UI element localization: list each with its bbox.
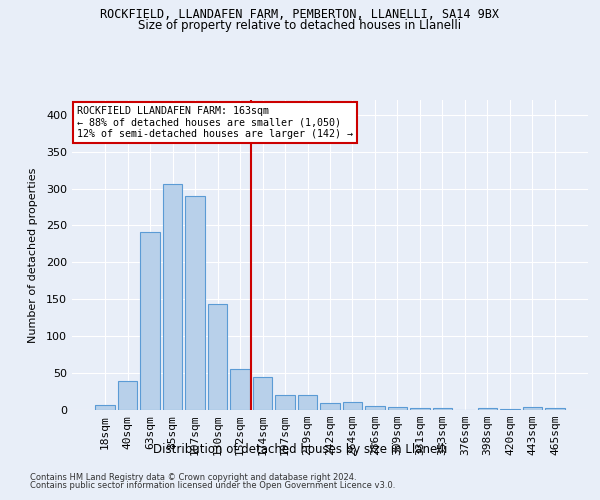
Text: ROCKFIELD, LLANDAFEN FARM, PEMBERTON, LLANELLI, SA14 9BX: ROCKFIELD, LLANDAFEN FARM, PEMBERTON, LL… — [101, 8, 499, 20]
Bar — [230, 370, 250, 410]
Y-axis label: Number of detached properties: Number of detached properties — [28, 168, 38, 342]
Bar — [500, 408, 520, 410]
Bar — [140, 232, 160, 410]
Bar — [433, 408, 452, 410]
Bar — [298, 394, 317, 410]
Bar — [208, 304, 227, 410]
Bar — [253, 377, 272, 410]
Bar — [365, 406, 385, 410]
Text: Distribution of detached houses by size in Llanelli: Distribution of detached houses by size … — [153, 442, 447, 456]
Bar — [163, 184, 182, 410]
Bar — [523, 407, 542, 410]
Bar — [343, 402, 362, 410]
Bar — [275, 395, 295, 410]
Text: Contains HM Land Registry data © Crown copyright and database right 2024.: Contains HM Land Registry data © Crown c… — [30, 472, 356, 482]
Bar — [545, 408, 565, 410]
Text: ROCKFIELD LLANDAFEN FARM: 163sqm
← 88% of detached houses are smaller (1,050)
12: ROCKFIELD LLANDAFEN FARM: 163sqm ← 88% o… — [77, 106, 353, 140]
Bar — [118, 381, 137, 410]
Bar — [185, 196, 205, 410]
Bar — [320, 404, 340, 410]
Bar — [478, 408, 497, 410]
Text: Contains public sector information licensed under the Open Government Licence v3: Contains public sector information licen… — [30, 482, 395, 490]
Bar — [410, 408, 430, 410]
Bar — [95, 405, 115, 410]
Bar — [388, 407, 407, 410]
Text: Size of property relative to detached houses in Llanelli: Size of property relative to detached ho… — [139, 19, 461, 32]
